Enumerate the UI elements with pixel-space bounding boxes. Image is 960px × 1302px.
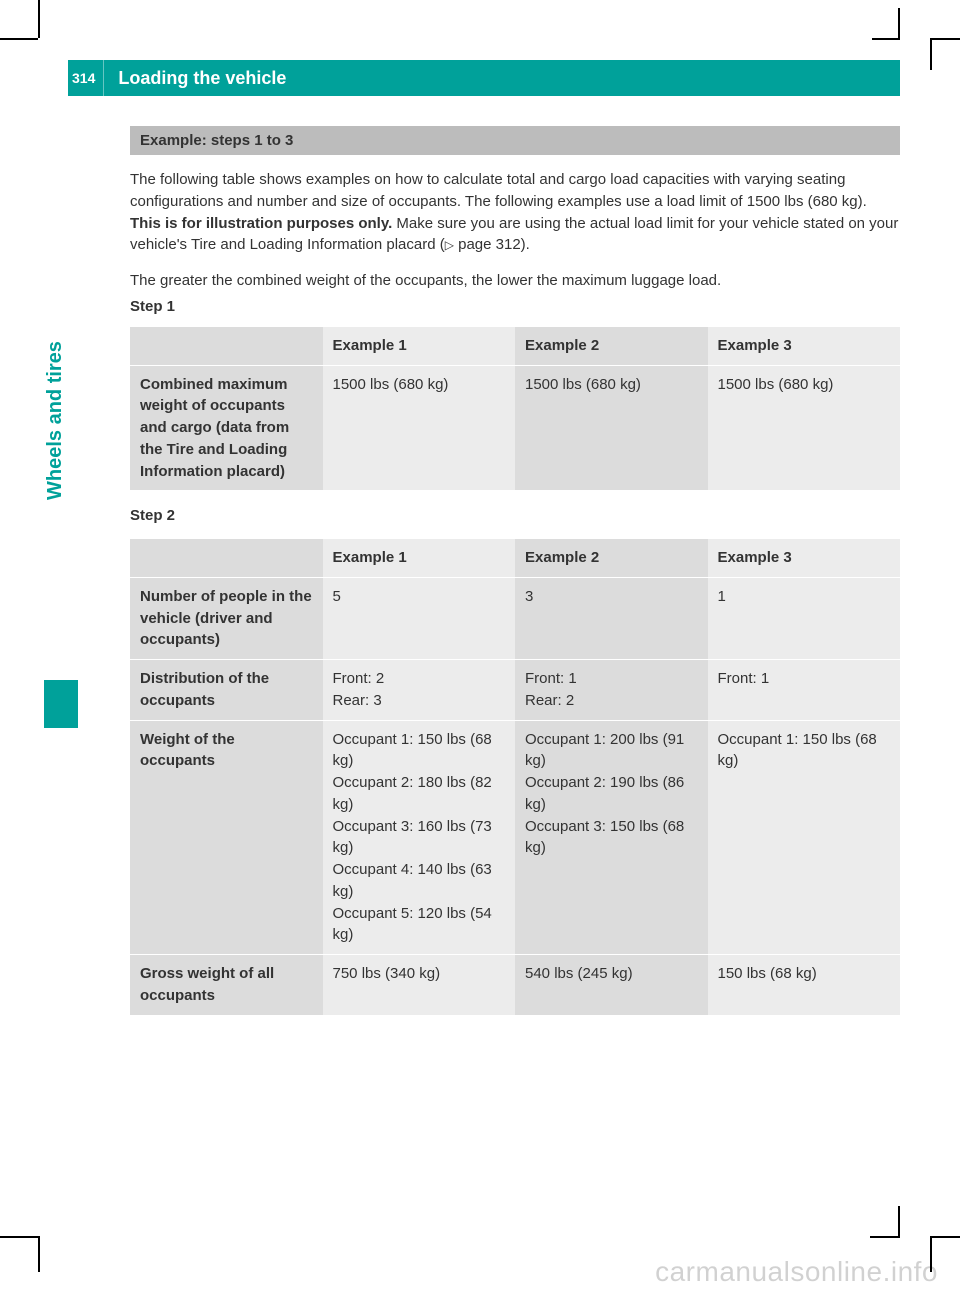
table-cell: 750 lbs (340 kg) (323, 955, 516, 1016)
cell-line: Occupant 2: 180 lbs (82 kg) (333, 772, 506, 816)
table-cell: Front: 1 (708, 660, 901, 721)
table-cell: Occupant 1: 150 lbs (68 kg) (708, 720, 901, 955)
page-header: 314 Loading the vehicle (68, 60, 900, 96)
table-cell: Occupant 1: 150 lbs (68 kg) Occupant 2: … (323, 720, 516, 955)
row-label: Weight of the occupants (130, 720, 323, 955)
crop-mark (930, 38, 932, 70)
intro-paragraph-2: The greater the combined weight of the o… (130, 270, 900, 292)
intro-paragraph-1: The following table shows examples on ho… (130, 169, 900, 256)
intro-text: The following table shows examples on ho… (130, 171, 867, 210)
row-label: Gross weight of all occupants (130, 955, 323, 1016)
cell-line: Front: 2 (333, 668, 506, 690)
intro-bold: This is for illustration purposes only. (130, 215, 392, 232)
watermark: carmanualsonline.info (655, 1256, 938, 1288)
cell-line: Occupant 5: 120 lbs (54 kg) (333, 903, 506, 947)
table-header: Example 2 (515, 327, 708, 365)
table-header: Example 3 (708, 539, 901, 577)
crop-mark (38, 0, 40, 38)
page-title: Loading the vehicle (103, 60, 900, 96)
cell-line: Rear: 3 (333, 690, 506, 712)
crop-mark (870, 1236, 900, 1238)
cell-line: Occupant 4: 140 lbs (63 kg) (333, 859, 506, 903)
table-cell: Front: 2 Rear: 3 (323, 660, 516, 721)
cell-line: Occupant 1: 150 lbs (68 kg) (333, 729, 506, 773)
cell-line: Rear: 2 (525, 690, 698, 712)
crop-mark (0, 1236, 38, 1238)
cell-line: Front: 1 (718, 668, 891, 690)
link-triangle-icon: ▷ (445, 238, 454, 252)
page-number: 314 (68, 60, 103, 96)
cell-line: Occupant 1: 200 lbs (91 kg) (525, 729, 698, 773)
table-cell: 1500 lbs (680 kg) (515, 365, 708, 491)
step-2-label: Step 2 (130, 505, 900, 527)
table-cell: 3 (515, 577, 708, 659)
step-1-label: Step 1 (130, 298, 900, 315)
table-cell: 150 lbs (68 kg) (708, 955, 901, 1016)
crop-mark (898, 1206, 900, 1238)
crop-mark (898, 8, 900, 40)
cell-line: Occupant 2: 190 lbs (86 kg) (525, 772, 698, 816)
crop-mark (932, 38, 960, 40)
table-cell: Occupant 1: 200 lbs (91 kg) Occupant 2: … (515, 720, 708, 955)
step-1-table: Example 1 Example 2 Example 3 Combined m… (130, 327, 900, 492)
table-header: Example 1 (323, 539, 516, 577)
table-header: Example 3 (708, 327, 901, 365)
table-header: Example 1 (323, 327, 516, 365)
cell-line: Front: 1 (525, 668, 698, 690)
row-label: Distribution of the occupants (130, 660, 323, 721)
crop-mark (0, 38, 38, 40)
table-cell: 540 lbs (245 kg) (515, 955, 708, 1016)
crop-mark (932, 1236, 960, 1238)
table-cell: Front: 1 Rear: 2 (515, 660, 708, 721)
crop-mark (872, 38, 900, 40)
table-cell: 1500 lbs (680 kg) (708, 365, 901, 491)
table-cell: 5 (323, 577, 516, 659)
table-cell: 1 (708, 577, 901, 659)
table-header-blank (130, 327, 323, 365)
cell-line: Occupant 3: 150 lbs (68 kg) (525, 816, 698, 860)
table-header-blank (130, 539, 323, 577)
step-2-table: Example 1 Example 2 Example 3 Number of … (130, 539, 900, 1016)
table-header: Example 2 (515, 539, 708, 577)
crop-mark (38, 1236, 40, 1272)
cell-line: Occupant 1: 150 lbs (68 kg) (718, 729, 891, 773)
cell-line: Occupant 3: 160 lbs (73 kg) (333, 816, 506, 860)
table-cell: 1500 lbs (680 kg) (323, 365, 516, 491)
section-title: Example: steps 1 to 3 (130, 126, 900, 155)
page-reference: page 312). (454, 236, 530, 253)
row-label: Number of people in the vehicle (driver … (130, 577, 323, 659)
row-label: Combined maximum weight of occupants and… (130, 365, 323, 491)
